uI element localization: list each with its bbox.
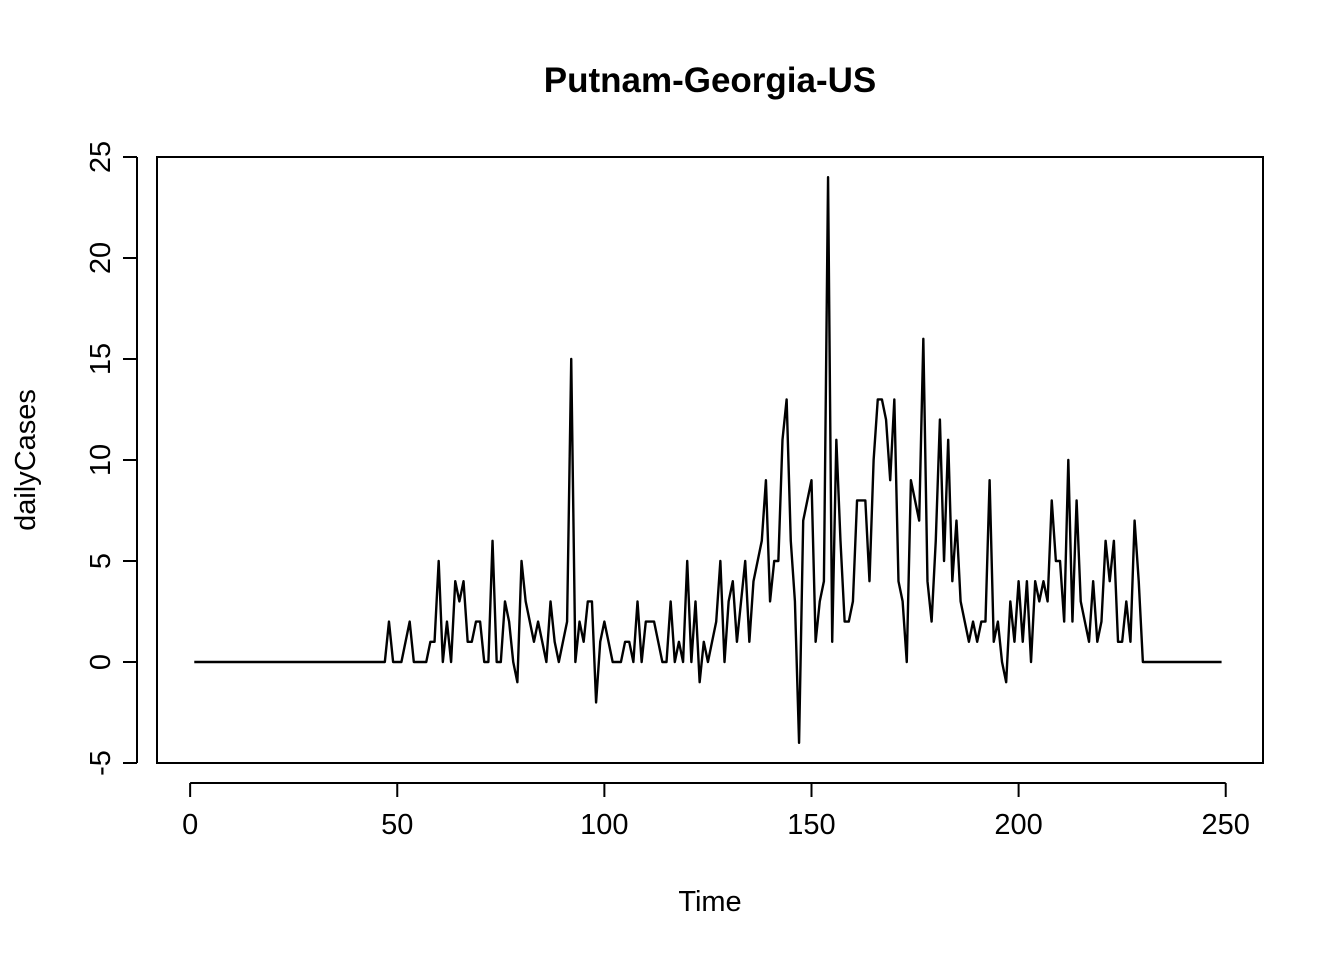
y-axis-label: dailyCases: [10, 389, 42, 531]
x-tick-label: 50: [381, 809, 413, 841]
x-tick-label: 250: [1202, 809, 1250, 841]
x-tick-label: 0: [182, 809, 198, 841]
x-tick-label: 100: [580, 809, 628, 841]
y-tick-label: 20: [85, 242, 117, 274]
x-tick-label: 200: [994, 809, 1042, 841]
y-tick-label: 5: [85, 553, 117, 569]
series-line-daily-cases: [194, 176, 1222, 744]
chart-title: Putnam-Georgia-US: [544, 61, 877, 100]
y-tick-label: 10: [85, 444, 117, 476]
y-axis: -5 0 5 10 15 20 25: [85, 141, 138, 776]
y-tick-label: 25: [85, 141, 117, 173]
x-axis-label: Time: [678, 886, 741, 918]
x-axis: 0 50 100 150 200 250: [182, 782, 1250, 841]
plot-frame: [156, 156, 1264, 764]
y-tick-label: 0: [85, 654, 117, 670]
y-tick-label: -5: [85, 750, 117, 776]
y-tick-label: 15: [85, 343, 117, 375]
x-tick-label: 150: [787, 809, 835, 841]
